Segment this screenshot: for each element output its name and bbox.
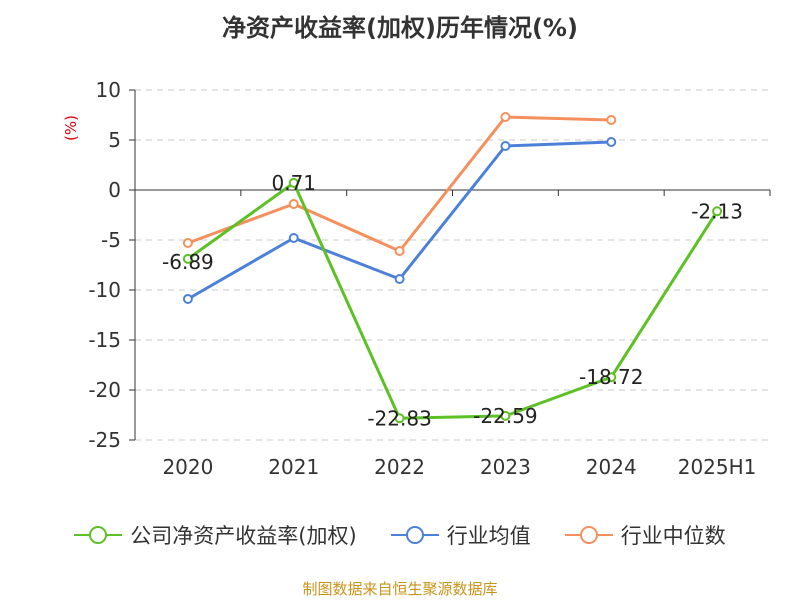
data-label: -2.13 (691, 199, 743, 223)
data-point (182, 294, 193, 304)
legend-label: 行业中位数 (620, 524, 726, 548)
x-tick-label: 2022 (374, 455, 425, 479)
y-tick-label: 0 (108, 178, 121, 202)
data-point (606, 372, 617, 383)
legend-item-company-roe[interactable]: 公司净资产收益率(加权) (74, 520, 357, 550)
y-axis-label: (%) (62, 115, 80, 141)
data-point (394, 246, 405, 256)
data-point (394, 274, 405, 284)
data-point (500, 141, 511, 151)
series-line-0 (187, 181, 719, 420)
y-tick-label: -25 (88, 428, 121, 452)
x-tick-label: 2023 (480, 455, 531, 479)
data-point (288, 233, 299, 243)
legend-line-marker-icon (74, 526, 123, 544)
legend: 公司净资产收益率(加权) 行业均值 行业中位数 (0, 520, 800, 550)
data-point (182, 253, 193, 264)
y-tick-label: 5 (108, 128, 121, 152)
data-point (606, 137, 617, 147)
series-lines (182, 112, 723, 424)
legend-label: 公司净资产收益率(加权) (130, 524, 357, 548)
data-point (394, 413, 405, 424)
x-tick-labels: 2020 2021 2022 2023 2024 2025H1 (162, 455, 756, 479)
data-label: -6.89 (162, 250, 214, 274)
grid-lines (135, 89, 770, 441)
data-point (500, 410, 511, 421)
legend-item-industry-mean[interactable]: 行业均值 (390, 520, 531, 550)
data-label: -22.83 (367, 406, 431, 430)
data-point (288, 177, 299, 188)
data-point (182, 238, 193, 248)
data-label: 0.71 (271, 171, 316, 195)
data-point (712, 206, 723, 217)
series-line-2 (187, 115, 612, 253)
data-source-note: 制图数据来自恒生聚源数据库 (302, 580, 498, 598)
axes (129, 89, 771, 441)
y-tick-labels: 10 5 0 -5 -10 -15 -20 -25 (88, 78, 121, 452)
x-tick-label: 2025H1 (678, 455, 757, 479)
data-point (288, 199, 299, 209)
data-label: -22.59 (473, 404, 537, 428)
legend-line-marker-icon (390, 526, 439, 544)
legend-item-industry-median[interactable]: 行业中位数 (564, 520, 726, 550)
x-tick-label: 2020 (162, 455, 213, 479)
y-tick-label: 10 (96, 78, 121, 102)
data-point (500, 112, 511, 122)
y-tick-label: -15 (88, 328, 121, 352)
data-point (606, 115, 617, 125)
legend-label: 行业均值 (446, 524, 531, 548)
data-label: -18.72 (579, 365, 643, 389)
chart-title: 净资产收益率(加权)历年情况(%) (222, 14, 578, 42)
legend-line-marker-icon (564, 526, 613, 544)
data-labels: -6.89 0.71 -22.83 -22.59 -18.72 -2.13 (162, 171, 743, 430)
x-tick-label: 2021 (268, 455, 319, 479)
x-tick-label: 2024 (586, 455, 637, 479)
y-tick-label: -10 (88, 278, 121, 302)
y-tick-label: -20 (88, 378, 121, 402)
y-tick-label: -5 (101, 228, 121, 252)
